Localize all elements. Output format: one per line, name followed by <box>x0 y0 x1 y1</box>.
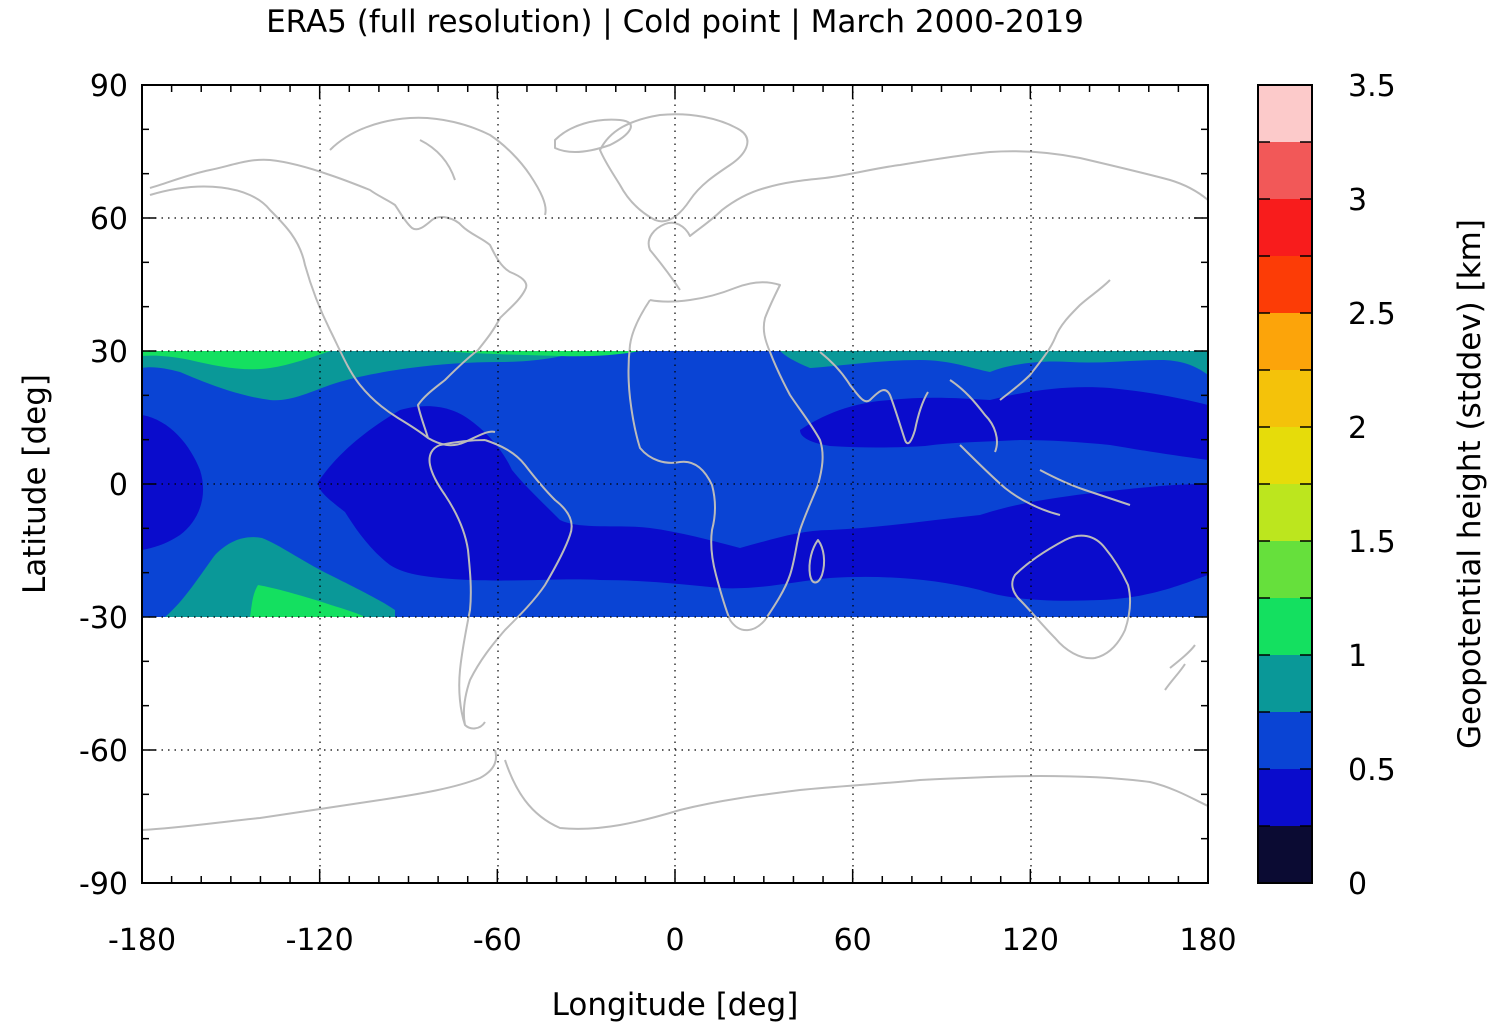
colorbar-tick-label: 0 <box>1348 867 1367 902</box>
y-tick-label: 0 <box>109 468 128 503</box>
coastlines <box>142 113 1208 831</box>
coastline-south-america <box>428 439 573 730</box>
region-dark-west-edge <box>142 415 204 550</box>
colorbar-tick-label: 1.5 <box>1348 525 1396 560</box>
y-tick-label: -60 <box>79 734 128 769</box>
colorbar-tick-label: 0.5 <box>1348 753 1396 788</box>
colorbar-band <box>1258 484 1312 541</box>
x-tick-label: -60 <box>473 923 522 958</box>
colorbar-tick-label: 2 <box>1348 411 1367 446</box>
coastline-australia <box>1011 534 1132 660</box>
colorbar-band <box>1258 313 1312 370</box>
x-tick-label: 0 <box>665 923 684 958</box>
colorbar-bands <box>1258 85 1312 883</box>
x-tick-label: -180 <box>108 923 176 958</box>
region-dark-east-pacific <box>318 406 1208 601</box>
colorbar-band <box>1258 769 1312 826</box>
colorbar-label: Geopotential height (stddev) [km] <box>1452 219 1488 749</box>
colorbar-tick-label: 2.5 <box>1348 297 1396 332</box>
coastline-greenland <box>599 113 749 223</box>
coastline-arabia-india <box>819 351 929 445</box>
coastline-canadian-arctic <box>329 116 632 216</box>
y-tick-label: -90 <box>79 867 128 902</box>
region-teal-south-east-pacific <box>165 537 395 617</box>
region-green-north-subtropics <box>440 351 640 357</box>
colorbar-band <box>1258 655 1312 712</box>
colorbar-band <box>1258 427 1312 484</box>
region-green-south-pacific <box>250 585 365 617</box>
coastline-north-america <box>149 158 528 447</box>
coastline-southeast-asia <box>949 279 1131 516</box>
region-teal-north-east <box>780 351 1208 375</box>
colorbar-band <box>1258 541 1312 598</box>
coastline-europe-asia-north <box>647 150 1208 291</box>
x-tick-labels: -180 -120 -60 0 60 120 180 <box>108 923 1237 958</box>
map-panel: -180 -120 -60 0 60 120 180 90 60 30 0 -30 -60 -90 Lo… <box>17 69 1237 1023</box>
y-tick-label: 60 <box>90 202 128 237</box>
colorbar-band <box>1258 598 1312 655</box>
region-dark-north-indian <box>800 387 1208 460</box>
grid-lines <box>142 85 1208 883</box>
colorbar-band <box>1258 826 1312 883</box>
colorbar: 3.5 3 2.5 2 1.5 1 0.5 0 Geopotential height (st… <box>1257 69 1488 902</box>
coastline-africa-europe <box>627 281 824 632</box>
colorbar-tick-label: 3 <box>1348 183 1367 218</box>
colorbar-tick-labels: 3.5 3 2.5 2 1.5 1 0.5 0 <box>1348 69 1396 902</box>
y-tick-label: 90 <box>90 69 128 104</box>
x-tick-label: 180 <box>1179 923 1236 958</box>
colorbar-tick-label: 3.5 <box>1348 69 1396 104</box>
x-tick-label: -120 <box>286 923 354 958</box>
colorbar-ticks <box>1258 84 1312 884</box>
colorbar-band <box>1258 199 1312 256</box>
colorbar-band <box>1258 85 1312 142</box>
y-axis-label: Latitude [deg] <box>17 374 53 594</box>
coastline-madagascar <box>808 539 826 584</box>
colorbar-band <box>1258 712 1312 769</box>
x-axis-label: Longitude [deg] <box>552 987 799 1023</box>
y-tick-label: 30 <box>90 335 128 370</box>
x-tick-label: 120 <box>1002 923 1059 958</box>
coastline-antarctica <box>142 749 1208 831</box>
colorbar-band <box>1258 142 1312 199</box>
colorbar-band <box>1258 370 1312 427</box>
region-green-north-pacific <box>142 351 330 370</box>
coastline-new-zealand <box>1164 644 1196 691</box>
colorbar-tick-label: 1 <box>1348 639 1367 674</box>
colorbar-band <box>1258 256 1312 313</box>
y-tick-labels: 90 60 30 0 -30 -60 -90 <box>79 69 128 902</box>
map-ticks <box>141 84 1209 884</box>
chart-title: ERA5 (full resolution) | Cold point | Ma… <box>266 4 1084 40</box>
y-tick-label: -30 <box>79 601 128 636</box>
x-tick-label: 60 <box>834 923 872 958</box>
